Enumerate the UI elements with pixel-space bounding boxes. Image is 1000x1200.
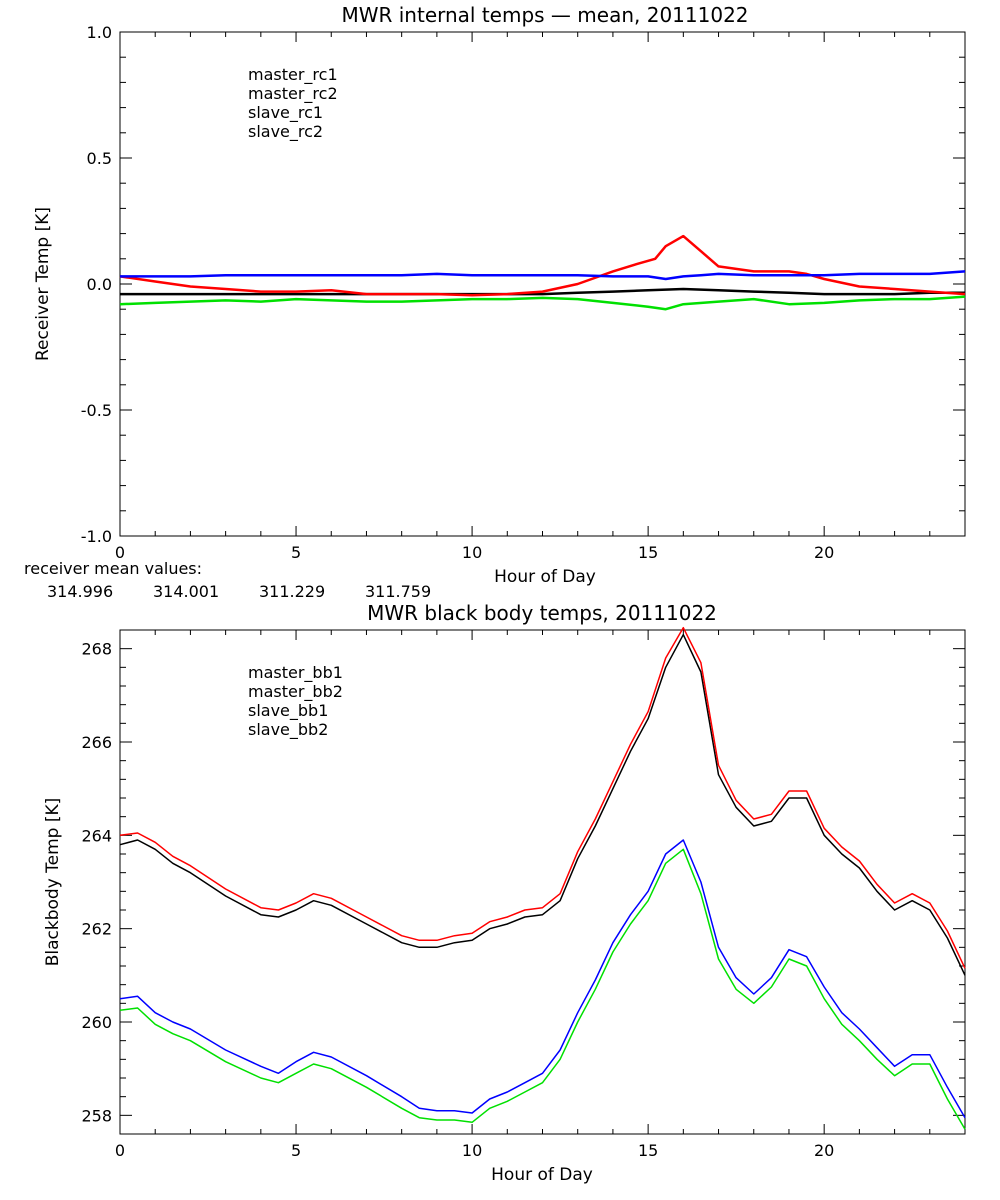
receiver-temp-panel: MWR internal temps — mean, 20111022 0 5 10… bbox=[24, 3, 966, 601]
x-tick-label: 5 bbox=[291, 543, 301, 562]
x-tick-label: 0 bbox=[115, 1141, 125, 1160]
legend-entry-master_rc1: master_rc1 bbox=[248, 65, 338, 85]
series-line-slave_bb2 bbox=[119, 848, 966, 1130]
legend-entry-slave_rc2: slave_rc2 bbox=[248, 122, 323, 142]
plot-frame bbox=[119, 31, 966, 537]
legend-entry-slave_bb2: slave_bb2 bbox=[248, 720, 328, 740]
y-axis-label: Receiver Temp [K] bbox=[33, 207, 53, 361]
legend-entry-master_bb2: master_bb2 bbox=[248, 682, 343, 702]
x-tick-label: 15 bbox=[638, 1141, 658, 1160]
x-axis-label: Hour of Day bbox=[491, 1165, 593, 1185]
series-lines bbox=[119, 626, 966, 1130]
y-tick-label: -0.5 bbox=[81, 401, 112, 420]
y-tick-label: -1.0 bbox=[81, 527, 112, 546]
x-tick-label: 15 bbox=[638, 543, 658, 562]
chart-title: MWR black body temps, 20111022 bbox=[367, 601, 717, 625]
series-line-master_bb2 bbox=[119, 626, 966, 969]
y-tick-label: 268 bbox=[81, 640, 112, 659]
y-tick-label: 266 bbox=[81, 733, 112, 752]
legend-entry-master_bb1: master_bb1 bbox=[248, 663, 343, 683]
x-axis-label: Hour of Day bbox=[494, 567, 596, 587]
mean-value: 311.759 bbox=[365, 582, 431, 601]
receiver-mean-values: receiver mean values: 314.996 314.001 31… bbox=[24, 559, 431, 601]
x-tick-label: 0 bbox=[115, 543, 125, 562]
axis-ticks: 0 5 10 15 20 -1.0 -0.5 0.0 0.5 1.0 bbox=[81, 23, 966, 562]
series-line-slave_rc1 bbox=[120, 270, 966, 281]
x-tick-label: 5 bbox=[291, 1141, 301, 1160]
series-line-master_rc2 bbox=[119, 234, 966, 297]
series-line-slave_rc2 bbox=[119, 295, 966, 311]
y-tick-label: 0.0 bbox=[87, 275, 112, 294]
series-lines bbox=[119, 234, 966, 311]
y-tick-label: 0.5 bbox=[87, 149, 112, 168]
mean-values-label: receiver mean values: bbox=[24, 559, 202, 578]
x-tick-label: 10 bbox=[462, 1141, 482, 1160]
axis-ticks: 0 5 10 15 20 258 260 262 264 266 268 bbox=[81, 629, 966, 1160]
mean-value: 314.001 bbox=[153, 582, 219, 601]
y-tick-label: 260 bbox=[81, 1013, 112, 1032]
legend-entry-slave_bb1: slave_bb1 bbox=[248, 701, 328, 721]
y-tick-label: 262 bbox=[81, 920, 112, 939]
blackbody-temp-panel: MWR black body temps, 20111022 0 5 10 15 20 2… bbox=[43, 601, 966, 1185]
legend-entry-slave_rc1: slave_rc1 bbox=[248, 103, 323, 123]
mean-value: 314.996 bbox=[47, 582, 113, 601]
y-tick-label: 1.0 bbox=[87, 23, 112, 42]
x-tick-label: 20 bbox=[814, 543, 834, 562]
chart-title: MWR internal temps — mean, 20111022 bbox=[341, 3, 748, 27]
series-line-master_bb1 bbox=[119, 633, 966, 976]
legend-entry-master_rc2: master_rc2 bbox=[248, 84, 338, 104]
y-tick-label: 264 bbox=[81, 826, 112, 845]
x-tick-label: 20 bbox=[814, 1141, 834, 1160]
y-axis-label: Blackbody Temp [K] bbox=[43, 798, 63, 967]
series-line-slave_bb1 bbox=[119, 839, 966, 1119]
x-tick-label: 10 bbox=[462, 543, 482, 562]
y-tick-label: 258 bbox=[81, 1106, 112, 1125]
series-line-master_rc1 bbox=[120, 287, 965, 296]
plot-frame bbox=[119, 629, 966, 1135]
mean-value: 311.229 bbox=[259, 582, 325, 601]
